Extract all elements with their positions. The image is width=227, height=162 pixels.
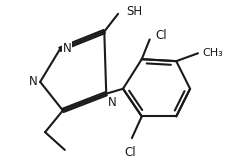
Text: N: N bbox=[63, 42, 71, 55]
Text: SH: SH bbox=[126, 5, 141, 18]
Text: CH₃: CH₃ bbox=[201, 48, 222, 58]
Text: N: N bbox=[108, 96, 116, 109]
Text: Cl: Cl bbox=[123, 146, 135, 159]
Text: N: N bbox=[28, 75, 37, 88]
Text: Cl: Cl bbox=[155, 29, 166, 42]
